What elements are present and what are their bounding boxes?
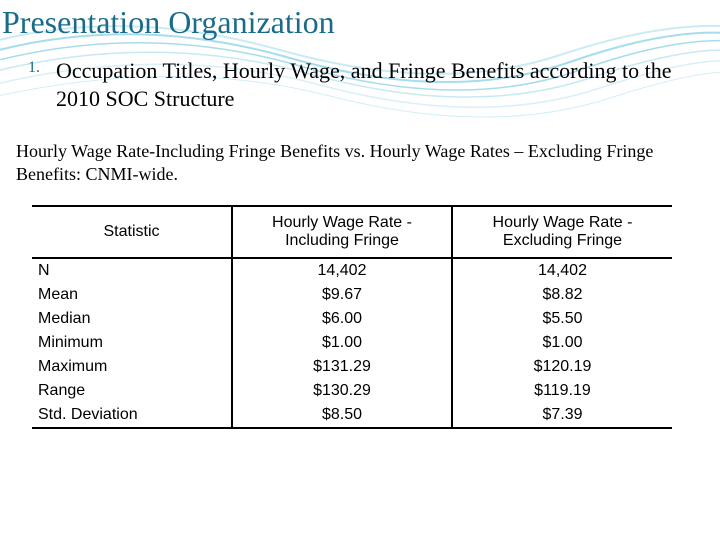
- table-header-row: Statistic Hourly Wage Rate - Including F…: [32, 206, 672, 258]
- cell-stat: Mean: [32, 283, 232, 307]
- table-row: N 14,402 14,402: [32, 258, 672, 283]
- statistics-table: Statistic Hourly Wage Rate - Including F…: [32, 205, 672, 429]
- cell-val: 14,402: [452, 258, 672, 283]
- cell-val: $119.19: [452, 379, 672, 403]
- col-header-including: Hourly Wage Rate - Including Fringe: [232, 206, 452, 258]
- col-header-excluding: Hourly Wage Rate - Excluding Fringe: [452, 206, 672, 258]
- col-header-statistic: Statistic: [32, 206, 232, 258]
- table-row: Range $130.29 $119.19: [32, 379, 672, 403]
- statistics-table-wrap: Statistic Hourly Wage Rate - Including F…: [0, 187, 720, 429]
- cell-val: $6.00: [232, 307, 452, 331]
- list-item: 1. Occupation Titles, Hourly Wage, and F…: [28, 57, 700, 112]
- cell-val: $8.82: [452, 283, 672, 307]
- cell-val: $8.50: [232, 403, 452, 428]
- numbered-list: 1. Occupation Titles, Hourly Wage, and F…: [0, 47, 720, 112]
- cell-val: $9.67: [232, 283, 452, 307]
- subheading: Hourly Wage Rate-Including Fringe Benefi…: [0, 112, 720, 187]
- table-row: Median $6.00 $5.50: [32, 307, 672, 331]
- cell-val: $7.39: [452, 403, 672, 428]
- cell-val: 14,402: [232, 258, 452, 283]
- cell-val: $1.00: [232, 331, 452, 355]
- table-body: N 14,402 14,402 Mean $9.67 $8.82 Median …: [32, 258, 672, 428]
- table-row: Mean $9.67 $8.82: [32, 283, 672, 307]
- cell-stat: Median: [32, 307, 232, 331]
- table-row: Std. Deviation $8.50 $7.39: [32, 403, 672, 428]
- cell-stat: Minimum: [32, 331, 232, 355]
- cell-stat: Std. Deviation: [32, 403, 232, 428]
- cell-stat: Maximum: [32, 355, 232, 379]
- slide-title: Presentation Organization: [0, 0, 720, 47]
- list-number: 1.: [28, 57, 42, 79]
- cell-val: $120.19: [452, 355, 672, 379]
- table-row: Minimum $1.00 $1.00: [32, 331, 672, 355]
- list-text: Occupation Titles, Hourly Wage, and Frin…: [56, 57, 700, 112]
- cell-val: $1.00: [452, 331, 672, 355]
- cell-val: $5.50: [452, 307, 672, 331]
- cell-stat: N: [32, 258, 232, 283]
- cell-stat: Range: [32, 379, 232, 403]
- cell-val: $131.29: [232, 355, 452, 379]
- table-row: Maximum $131.29 $120.19: [32, 355, 672, 379]
- cell-val: $130.29: [232, 379, 452, 403]
